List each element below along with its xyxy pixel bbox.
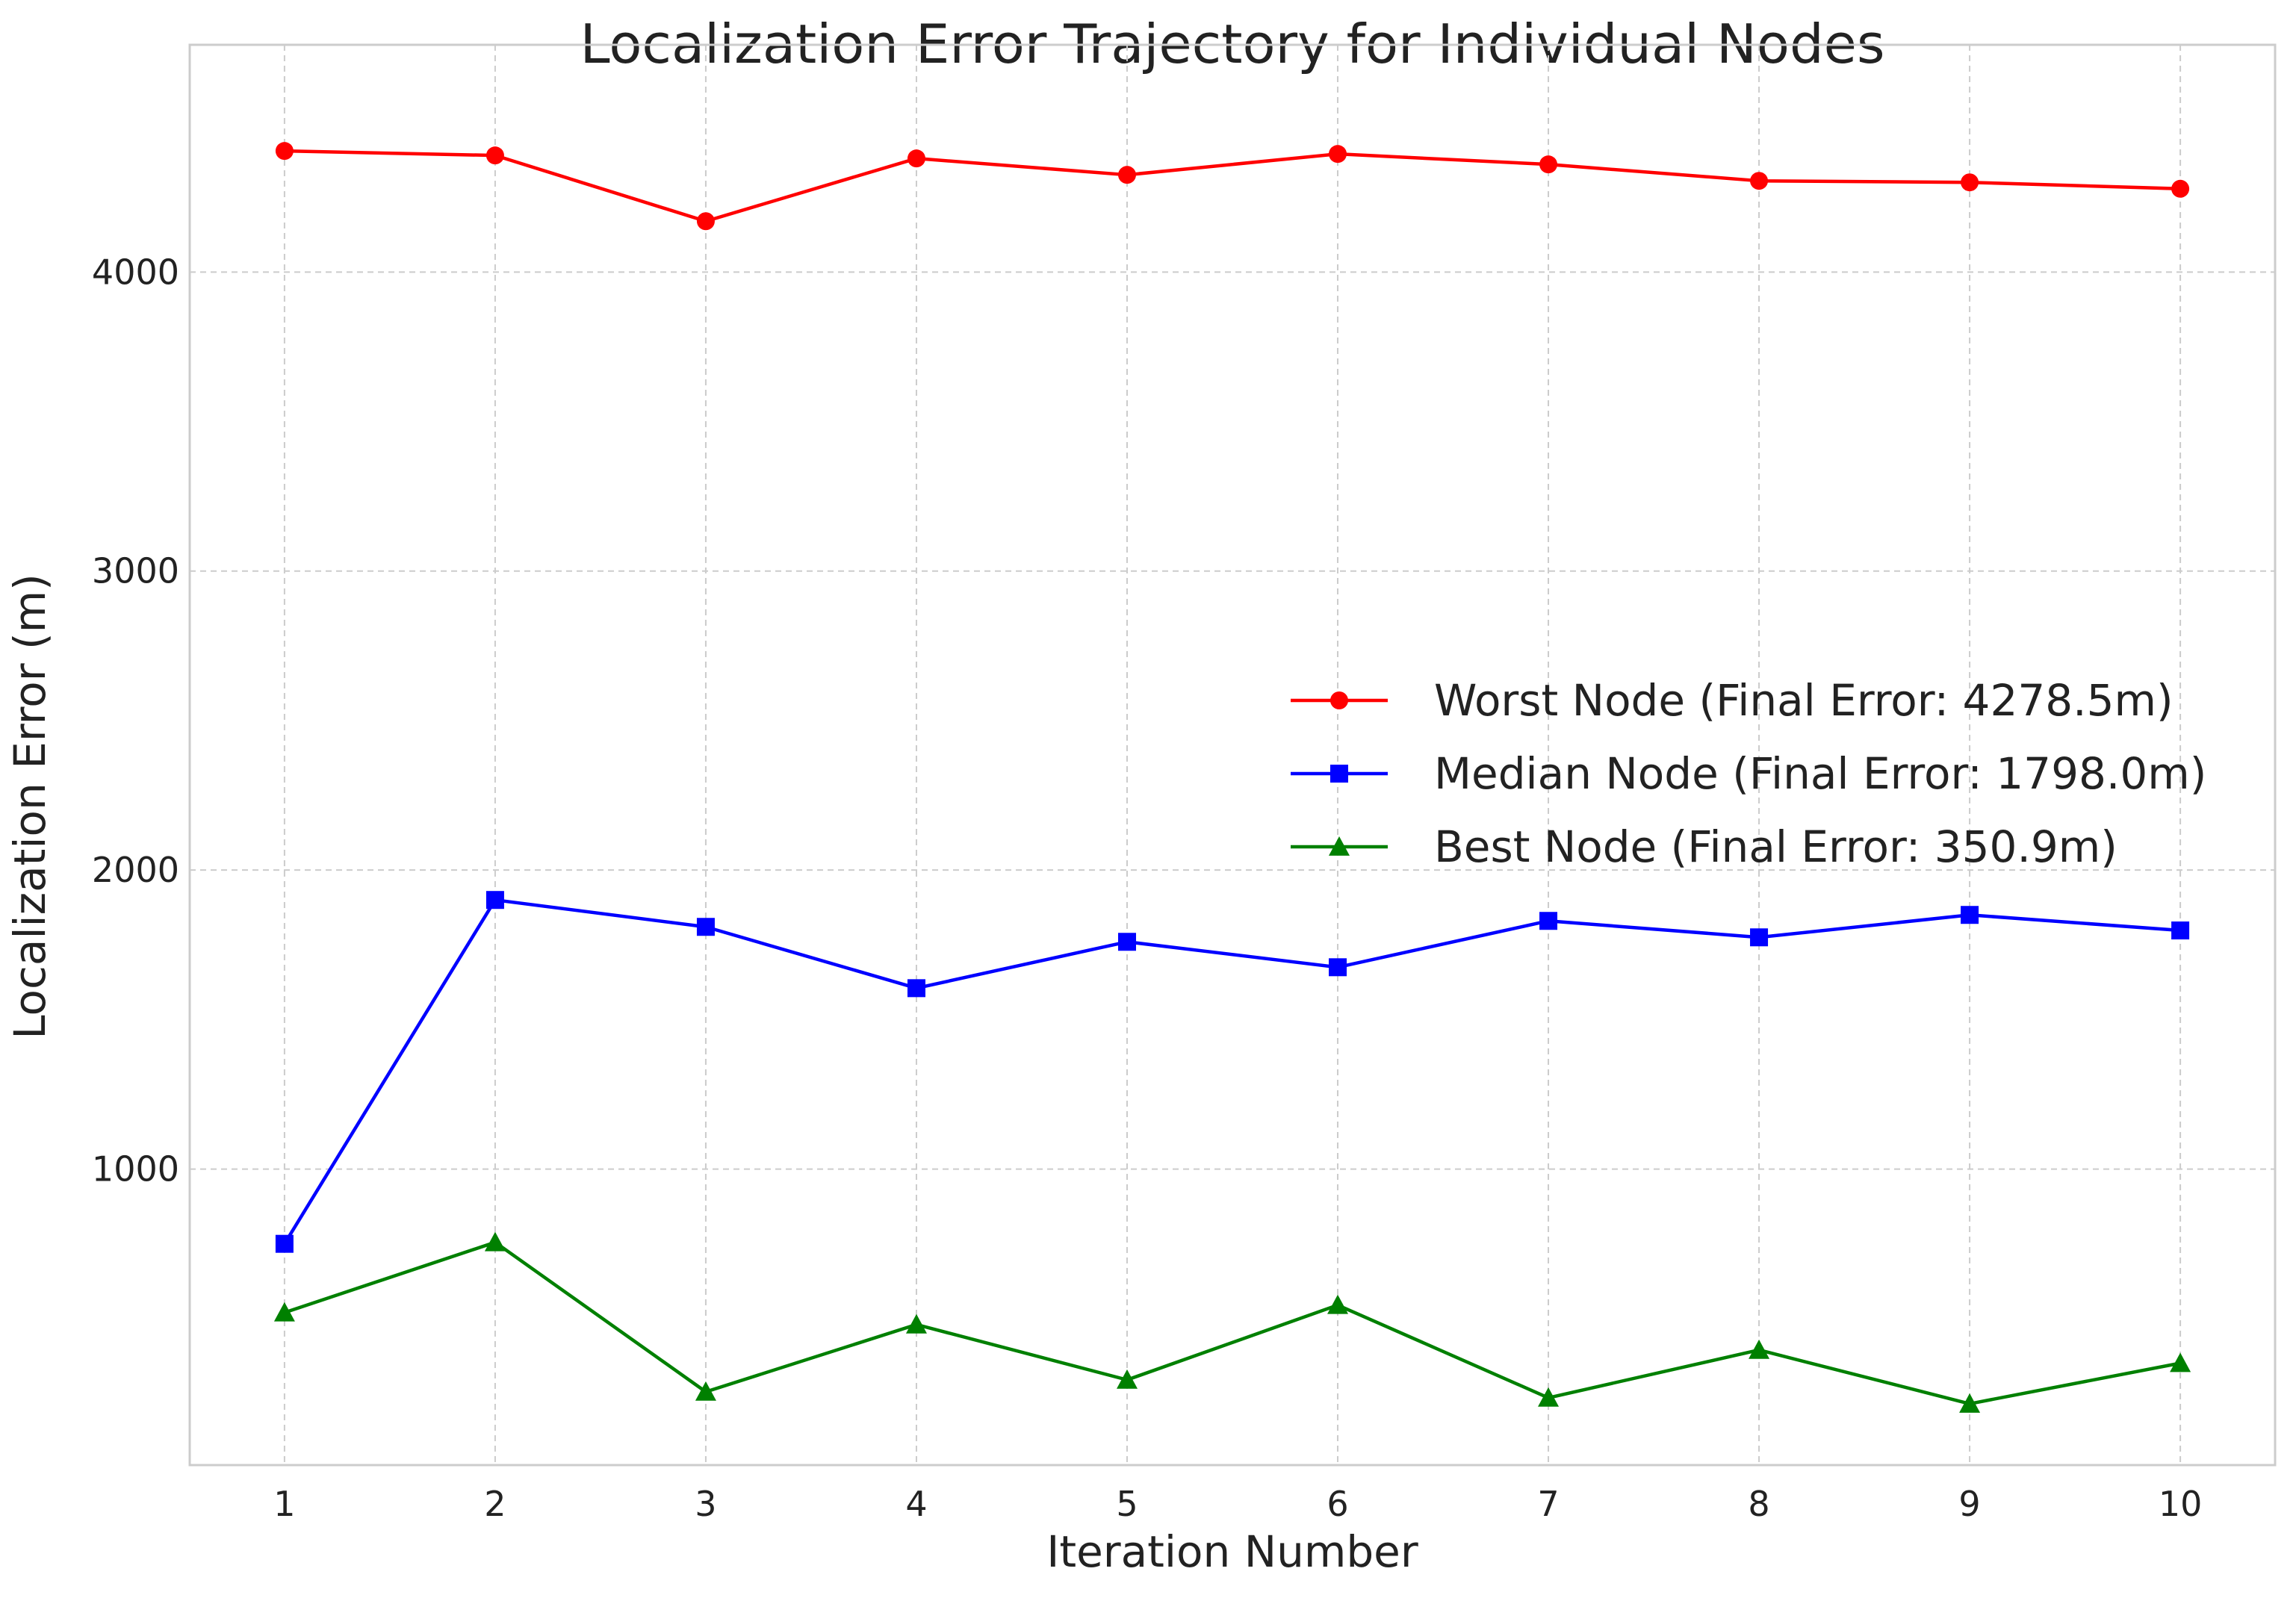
data-point (1117, 166, 1136, 184)
data-point (2170, 1352, 2191, 1372)
x-tick-label: 5 (1116, 1484, 1138, 1524)
legend-label: Worst Node (Final Error: 4278.5m) (1434, 675, 2174, 726)
data-point (1539, 912, 1558, 930)
data-point (1117, 933, 1136, 951)
data-point (275, 142, 294, 161)
data-point (696, 212, 715, 231)
x-tick-label: 2 (484, 1484, 506, 1524)
data-point (485, 146, 504, 165)
legend-marker (1329, 836, 1350, 856)
data-point (907, 979, 925, 998)
data-point (273, 1302, 295, 1322)
legend-marker (1330, 765, 1348, 783)
x-tick-label: 7 (1537, 1484, 1559, 1524)
series-2 (275, 891, 2190, 1253)
data-point (907, 149, 925, 168)
series-line (284, 149, 2181, 223)
data-point (696, 918, 715, 936)
x-tick-label: 3 (695, 1484, 716, 1524)
y-tick-label: 1000 (92, 1149, 179, 1190)
series-1 (275, 142, 2190, 231)
data-point (275, 1234, 294, 1253)
data-point (1750, 928, 1769, 947)
x-tick-label: 4 (905, 1484, 927, 1524)
data-point (1329, 958, 1347, 977)
y-tick-label: 3000 (92, 551, 179, 591)
grid-lines (190, 45, 2275, 1465)
legend-entry: Median Node (Final Error: 1798.0m) (1291, 748, 2206, 799)
series-line (284, 1240, 2181, 1406)
data-point (1116, 1369, 1138, 1389)
data-point (1959, 1393, 1981, 1413)
data-point (1538, 1387, 1560, 1407)
legend-entry: Worst Node (Final Error: 4278.5m) (1291, 675, 2174, 726)
data-point (1961, 906, 1979, 924)
y-tick-labels: 1000 2000 3000 4000 (92, 252, 179, 1189)
data-point (1961, 173, 1979, 192)
y-tick-label: 4000 (92, 252, 179, 292)
legend: Worst Node (Final Error: 4278.5m) Median … (1291, 675, 2206, 872)
x-tick-label: 6 (1327, 1484, 1348, 1524)
data-point (1750, 172, 1769, 190)
series-line (282, 898, 2181, 1245)
x-tick-label: 9 (1958, 1484, 1980, 1524)
legend-entry: Best Node (Final Error: 350.9m) (1291, 821, 2117, 872)
x-tick-label: 10 (2159, 1484, 2203, 1524)
data-point (484, 1231, 506, 1252)
data-point (1749, 1339, 1770, 1359)
legend-label: Best Node (Final Error: 350.9m) (1434, 821, 2117, 872)
data-point (695, 1381, 716, 1401)
x-tick-label: 8 (1748, 1484, 1769, 1524)
y-axis-label: Localization Error (m) (4, 573, 55, 1039)
data-point (485, 891, 504, 910)
series-3 (273, 1231, 2191, 1413)
y-tick-label: 2000 (92, 850, 179, 890)
x-tick-label: 1 (273, 1484, 295, 1524)
data-point (905, 1313, 927, 1334)
series-group (273, 142, 2191, 1413)
x-axis-label: Iteration Number (1046, 1526, 1418, 1577)
plot-frame (188, 43, 2277, 1467)
data-point (1327, 1294, 1349, 1314)
legend-marker (1330, 691, 1348, 709)
x-tick-labels: 1 2 3 4 5 6 7 8 9 10 (273, 1484, 2202, 1524)
legend-label: Median Node (Final Error: 1798.0m) (1434, 748, 2206, 799)
data-point (2171, 179, 2190, 198)
data-point (1329, 145, 1347, 164)
data-point (1539, 155, 1558, 174)
data-point (2171, 921, 2190, 940)
